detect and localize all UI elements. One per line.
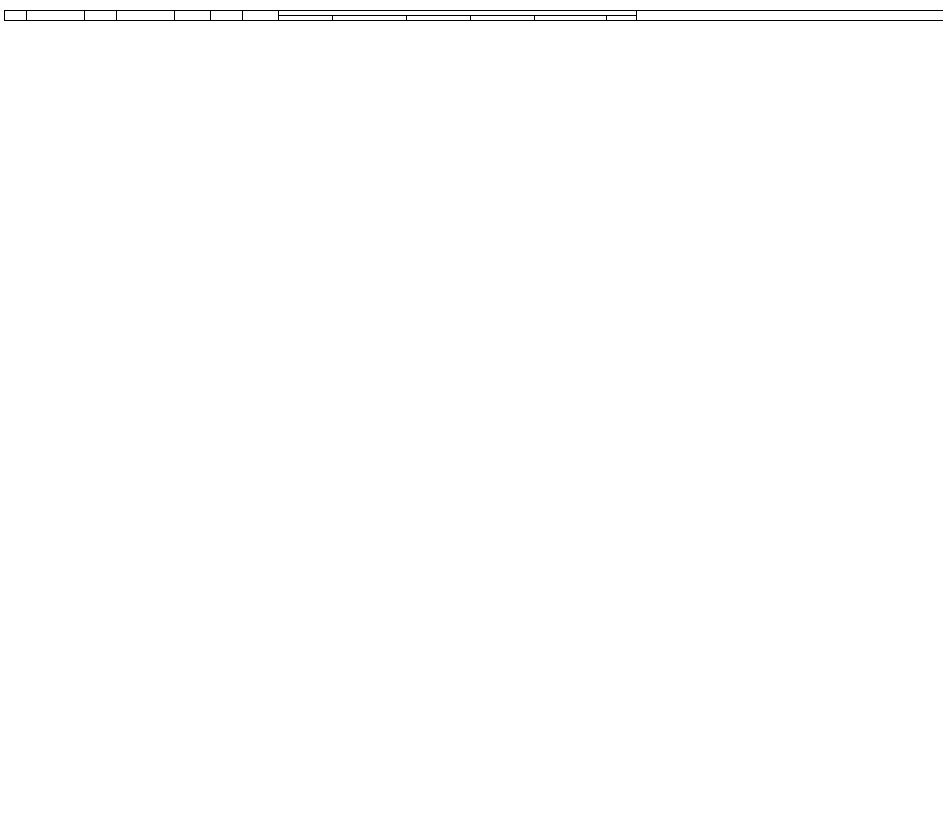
h-ptype: [211, 11, 243, 21]
h-pno: [175, 11, 211, 21]
h-cnt: [243, 11, 279, 21]
h-note: [637, 11, 943, 21]
h-utype: [85, 11, 117, 21]
h-major: [333, 16, 407, 21]
h-edu: [471, 16, 535, 21]
h-age: [407, 16, 471, 21]
h-pos: [117, 11, 175, 21]
h-gender: [279, 16, 333, 21]
recruitment-table: [4, 10, 943, 21]
h-qual: [535, 16, 607, 21]
h-seq: [5, 11, 27, 21]
h-huji: [607, 16, 637, 21]
h-unit: [27, 11, 85, 21]
